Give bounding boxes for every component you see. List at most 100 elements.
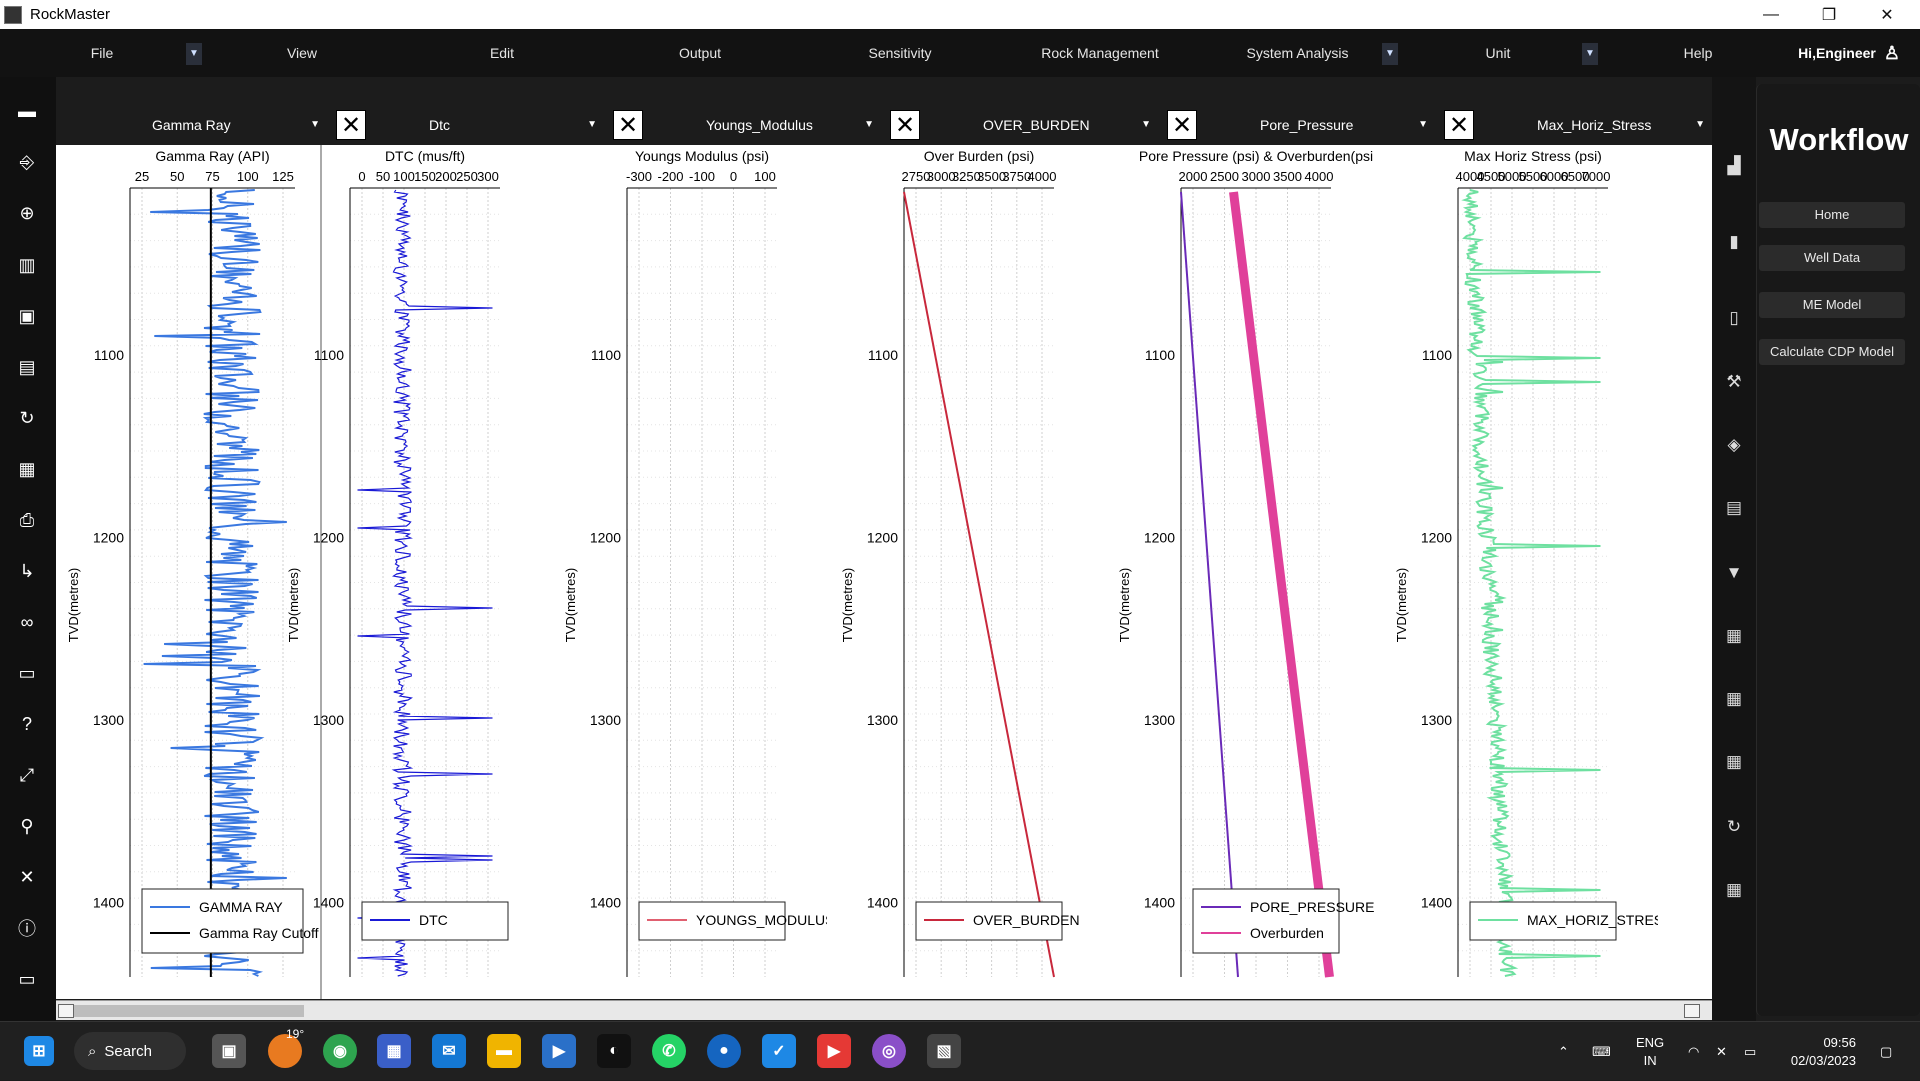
route-icon[interactable]: ↳ — [19, 560, 35, 581]
menu-rock-management[interactable]: Rock Management — [1041, 45, 1159, 61]
track-selector[interactable]: Gamma Ray ▼ — [92, 110, 330, 140]
scrollbar-thumb[interactable] — [74, 1005, 304, 1017]
store-icon[interactable]: ▦ — [377, 1034, 411, 1068]
track-selector[interactable]: OVER_BURDEN ▼ — [923, 110, 1161, 140]
weather-icon[interactable] — [268, 1034, 302, 1068]
media-icon[interactable]: ◐ — [597, 1034, 631, 1068]
panel-icon[interactable]: ▥ — [18, 254, 36, 275]
workflow-home-button[interactable]: Home — [1759, 202, 1905, 228]
calendar-icon[interactable]: ▦ — [1725, 689, 1743, 708]
prime-video-icon[interactable]: ▶ — [542, 1034, 576, 1068]
depth-tick-label: 1300 — [867, 712, 898, 728]
refresh-icon[interactable]: ↻ — [19, 407, 35, 428]
x-tick-label: 50 — [376, 169, 390, 184]
close-track-button[interactable]: ✕ — [613, 110, 643, 140]
youtube-icon[interactable]: ▶ — [817, 1034, 851, 1068]
save-icon[interactable]: ▣ — [18, 305, 36, 326]
start-icon[interactable]: ⊞ — [24, 1036, 54, 1066]
bookmark-icon[interactable]: ⎆ — [19, 151, 35, 172]
workflow-calculate-cdp-button[interactable]: Calculate CDP Model — [1759, 339, 1905, 365]
clock[interactable]: 09:56 02/03/2023 — [1786, 1022, 1856, 1081]
calendar-icon[interactable]: ▦ — [1725, 626, 1743, 645]
dropdown-icon: ▼ — [1418, 119, 1428, 130]
dataset-icon[interactable]: ▬ — [18, 100, 36, 121]
track-selector[interactable]: Dtc ▼ — [369, 110, 607, 140]
menu-view[interactable]: View — [286, 45, 318, 61]
fullscreen-icon[interactable]: ⤢ — [19, 764, 35, 785]
report-icon[interactable]: ▤ — [1725, 498, 1743, 517]
bar-chart-icon[interactable]: ▮ — [1729, 232, 1739, 251]
layers-icon[interactable]: ◈ — [1727, 435, 1741, 454]
menu-unit[interactable]: Unit — [1485, 45, 1511, 61]
x-tick-label: 300 — [477, 169, 499, 184]
volume-muted-icon[interactable]: ✕ — [1716, 1043, 1727, 1059]
user-menu[interactable]: Hi,Engineer ♙ — [1798, 29, 1900, 77]
menu-file[interactable]: File — [90, 45, 114, 61]
refresh-icon[interactable]: ↻ — [1726, 817, 1742, 836]
file-dropdown-icon[interactable]: ▼ — [186, 43, 202, 65]
outlook-icon[interactable]: ● — [707, 1034, 741, 1068]
workflow-well-data-button[interactable]: Well Data — [1759, 245, 1905, 271]
save-as-icon[interactable]: ▤ — [18, 356, 36, 377]
calendar-icon[interactable]: ▦ — [1725, 752, 1743, 771]
todo-icon[interactable]: ✓ — [762, 1034, 796, 1068]
close-track-button[interactable]: ✕ — [1444, 110, 1474, 140]
series-line — [357, 189, 493, 977]
close-window-button[interactable]: ✕ — [1880, 6, 1894, 24]
depth-tick-label: 1300 — [93, 712, 124, 728]
calendar-icon[interactable]: ▦ — [1725, 880, 1743, 899]
restore-button[interactable]: ❐ — [1821, 6, 1837, 24]
collapse-icon[interactable]: ✕ — [19, 866, 35, 887]
browser-icon[interactable]: ◎ — [872, 1034, 906, 1068]
menu-sensitivity[interactable]: Sensitivity — [868, 45, 932, 61]
wifi-icon[interactable]: ◠ — [1688, 1043, 1700, 1059]
folder-icon[interactable]: ▭ — [18, 662, 36, 683]
scroll-right-button[interactable] — [1684, 1004, 1700, 1018]
mail-icon[interactable]: ✉ — [432, 1034, 466, 1068]
whatsapp-icon[interactable]: ✆ — [652, 1034, 686, 1068]
chrome-icon[interactable]: ◉ — [323, 1034, 357, 1068]
battery-icon[interactable]: ▭ — [1744, 1043, 1757, 1059]
horizontal-scrollbar[interactable] — [56, 1000, 1712, 1020]
export-icon[interactable]: ▼ — [1725, 563, 1743, 582]
map-pin-icon[interactable]: ⚲ — [20, 815, 34, 836]
scroll-left-button[interactable] — [58, 1004, 74, 1018]
tool-icon[interactable]: ⚒ — [1726, 372, 1742, 391]
print-icon[interactable]: ⎙ — [19, 509, 35, 530]
rockmaster-taskbar-icon[interactable]: ▧ — [927, 1034, 961, 1068]
zoom-icon[interactable]: ⊕ — [19, 202, 35, 223]
legend-label: PORE_PRESSURE — [1250, 899, 1374, 915]
notification-icon[interactable]: ▢ — [1880, 1043, 1893, 1059]
menu-system-analysis[interactable]: System Analysis — [1246, 45, 1349, 61]
track-selector[interactable]: Max_Horiz_Stress ▼ — [1477, 110, 1715, 140]
track-selector[interactable]: Pore_Pressure ▼ — [1200, 110, 1438, 140]
track-selector-value: OVER_BURDEN — [983, 117, 1090, 133]
help-icon[interactable]: ? — [21, 713, 32, 734]
language-indicator[interactable]: ENG IN — [1636, 1022, 1664, 1081]
unit-dropdown-icon[interactable]: ▼ — [1582, 43, 1598, 65]
folder-settings-icon[interactable]: ▭ — [18, 968, 36, 989]
task-view-icon[interactable]: ▣ — [212, 1034, 246, 1068]
track-selector[interactable]: Youngs_Modulus ▼ — [646, 110, 884, 140]
taskbar-search[interactable]: ⌕ Search — [74, 1032, 186, 1070]
close-track-button[interactable]: ✕ — [1167, 110, 1197, 140]
keyboard-icon[interactable]: ⌨ — [1592, 1043, 1611, 1059]
explorer-icon[interactable]: ▬ — [487, 1034, 521, 1068]
info-icon[interactable]: ⓘ — [18, 919, 36, 939]
menu-output[interactable]: Output — [678, 45, 722, 61]
calendar-icon[interactable]: ▦ — [18, 458, 36, 479]
minimize-button[interactable]: — — [1763, 5, 1779, 23]
close-track-button[interactable]: ✕ — [890, 110, 920, 140]
x-tick-label: 5500 — [1519, 169, 1548, 184]
chart-icon[interactable]: ▟ — [1727, 156, 1741, 175]
depth-tick-label: 1400 — [1144, 895, 1175, 911]
tray-overflow-icon[interactable]: ⌃ — [1558, 1043, 1569, 1059]
close-track-button[interactable]: ✕ — [336, 110, 366, 140]
binoculars-icon[interactable]: ∞ — [20, 611, 34, 632]
workflow-me-model-button[interactable]: ME Model — [1759, 292, 1905, 318]
menu-edit[interactable]: Edit — [489, 45, 515, 61]
system-analysis-dropdown-icon[interactable]: ▼ — [1382, 43, 1398, 65]
menu-help[interactable]: Help — [1683, 45, 1713, 61]
document-icon[interactable]: ▯ — [1729, 308, 1739, 327]
x-tick-label: 100 — [237, 169, 259, 184]
